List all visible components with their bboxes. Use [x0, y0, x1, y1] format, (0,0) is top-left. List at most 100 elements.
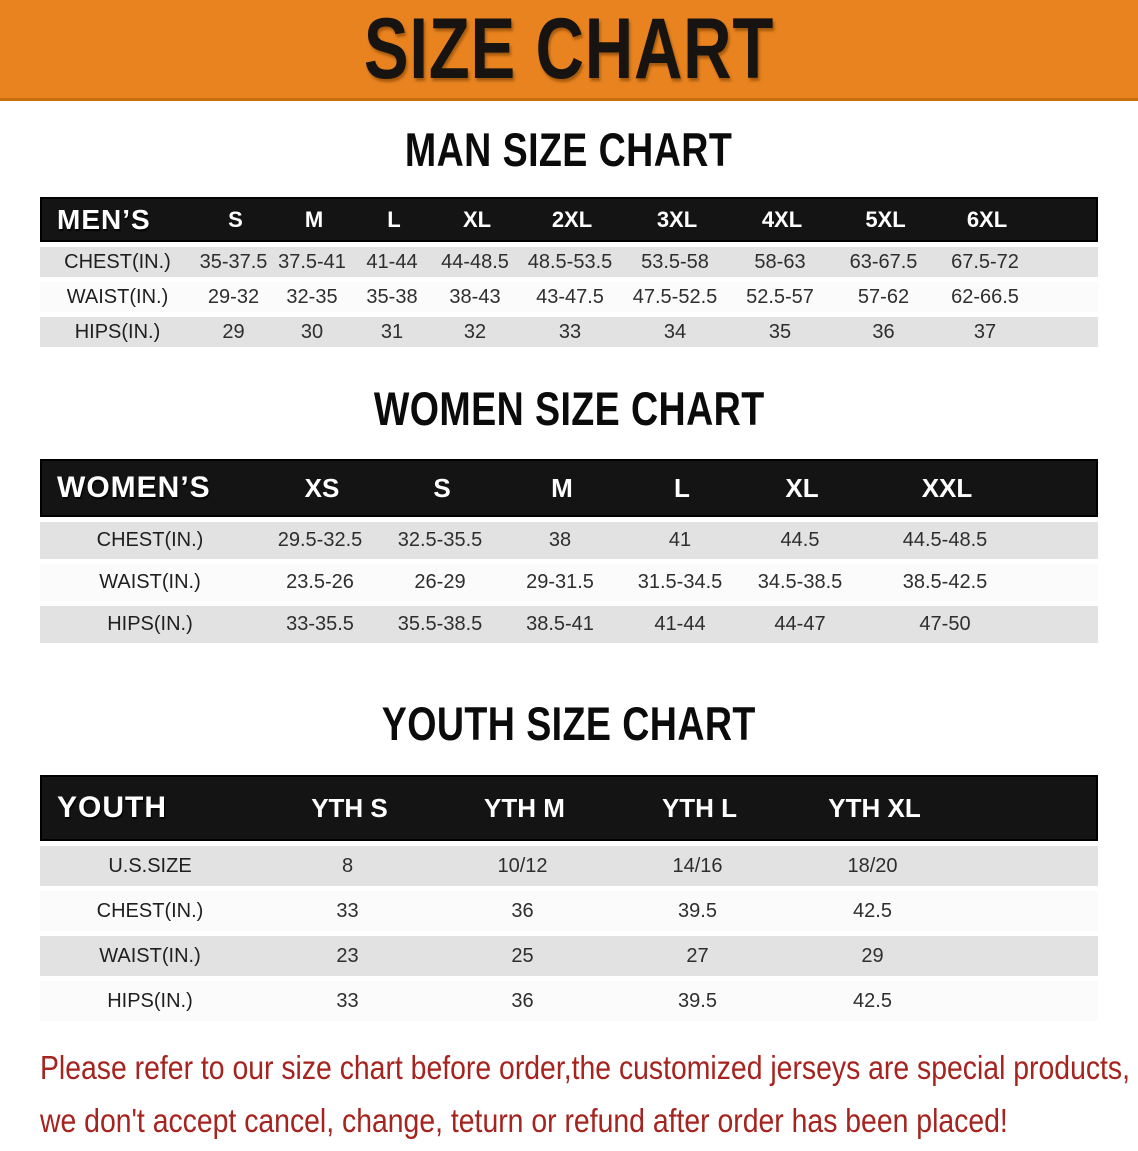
- row-value: 33: [558, 320, 582, 343]
- men-size-table: MEN’S S M L XL 2XL 3XL 4XL 5XL 6XL CHEST(IN.) 35-3…: [40, 197, 1098, 347]
- table-row: CHEST(IN.) 35-37.5 37.5-41 41-44 44-48.5 48.5…: [40, 247, 1098, 277]
- row-value: 33-35.5: [286, 613, 354, 635]
- row-value: 52.5-57: [746, 285, 814, 308]
- men-column-header: 6XL: [966, 206, 1008, 232]
- row-value: 48.5-53.5: [527, 250, 613, 273]
- women-column-header: S: [433, 472, 451, 503]
- row-value: 31.5-34.5: [637, 571, 723, 593]
- table-row: U.S.SIZE 8 10/12 14/16 18/20: [40, 846, 1098, 886]
- row-label: CHEST(IN.): [96, 899, 204, 922]
- row-value: 34: [663, 320, 687, 343]
- row-value: 38.5-41: [526, 613, 594, 635]
- women-chart-title: WOMEN SIZE CHART: [373, 382, 765, 435]
- women-table-body: CHEST(IN.) 29.5-32.5 32.5-35.5 38 41 44.5 44.5…: [40, 522, 1098, 643]
- row-value: 25: [511, 944, 534, 967]
- table-row: HIPS(IN.) 33 36 39.5 42.5: [40, 981, 1098, 1021]
- women-group-label: WOMEN’S: [57, 471, 211, 504]
- row-value: 36: [511, 899, 534, 922]
- row-value: 35.5-38.5: [397, 613, 483, 635]
- table-row: CHEST(IN.) 33 36 39.5 42.5: [40, 891, 1098, 931]
- youth-size-table: YOUTH YTH S YTH M YTH L YTH XL U.S.SIZE 8 10/1…: [40, 775, 1098, 1021]
- youth-group-label: YOUTH: [57, 791, 167, 824]
- men-column-header: L: [387, 206, 401, 232]
- row-value: 44-48.5: [441, 250, 509, 273]
- table-row: WAIST(IN.) 23.5-26 26-29 29-31.5 31.5-34.5 34…: [40, 564, 1098, 601]
- row-value: 38-43: [449, 285, 501, 308]
- row-value: 53.5-58: [641, 250, 709, 273]
- men-column-header: M: [304, 206, 324, 232]
- row-value: 23.5-26: [286, 571, 354, 593]
- row-value: 29-32: [207, 285, 260, 308]
- table-row: WAIST(IN.) 29-32 32-35 35-38 38-43 43-47.5 47.…: [40, 282, 1098, 312]
- men-column-header: S: [228, 206, 243, 232]
- row-value: 37.5-41: [278, 250, 346, 273]
- row-value: 26-29: [414, 571, 466, 593]
- men-column-header: 3XL: [656, 206, 698, 232]
- row-value: 29: [222, 320, 245, 343]
- women-column-header: XS: [304, 472, 340, 503]
- row-value: 47-50: [919, 613, 971, 635]
- men-chart-title: MAN SIZE CHART: [405, 123, 733, 176]
- men-group-label: MEN’S: [57, 203, 151, 235]
- men-size-chart-section: MAN SIZE CHART MEN’S S M L XL 2XL 3XL 4XL 5XL 6XL…: [0, 126, 1138, 347]
- youth-column-header: YTH S: [311, 792, 388, 823]
- row-value: 44-47: [774, 613, 826, 635]
- row-value: 36: [511, 989, 534, 1012]
- youth-chart-title: YOUTH SIZE CHART: [381, 697, 757, 750]
- row-value: 31: [380, 320, 404, 343]
- row-value: 44.5-48.5: [902, 529, 988, 551]
- women-column-header: XL: [785, 472, 819, 503]
- row-value: 32.5-35.5: [397, 529, 483, 551]
- row-value: 39.5: [678, 899, 717, 922]
- row-value: 29-31.5: [526, 571, 594, 593]
- row-value: 57-62: [857, 285, 910, 308]
- youth-table-header: YOUTH YTH S YTH M YTH L YTH XL: [40, 775, 1098, 841]
- row-value: 41-44: [654, 613, 706, 635]
- table-row: HIPS(IN.) 33-35.5 35.5-38.5 38.5-41 41-44 44-…: [40, 606, 1098, 643]
- disclaimer: Please refer to our size chart before or…: [40, 1045, 1138, 1151]
- women-table-header: WOMEN’S XS S M L XL XXL: [40, 459, 1098, 517]
- row-value: 32: [463, 320, 487, 343]
- row-label: CHEST(IN.): [96, 529, 204, 551]
- table-row: WAIST(IN.) 23 25 27 29: [40, 936, 1098, 976]
- men-column-header: 5XL: [865, 206, 906, 232]
- women-column-header: XXL: [921, 472, 973, 503]
- row-value: 14/16: [672, 854, 723, 877]
- row-value: 34.5-38.5: [757, 571, 843, 593]
- row-value: 30: [300, 320, 324, 343]
- banner: SIZE CHART: [0, 0, 1138, 101]
- women-column-header: L: [674, 472, 690, 503]
- row-value: 67.5-72: [951, 250, 1019, 273]
- banner-title: SIZE CHART: [363, 1, 775, 97]
- women-column-header: M: [551, 472, 573, 503]
- row-label: HIPS(IN.): [74, 320, 161, 343]
- women-size-chart-section: WOMEN SIZE CHART WOMEN’S XS S M L XL XXL CHEST…: [0, 385, 1138, 643]
- youth-column-header: YTH M: [484, 792, 565, 823]
- row-value: 38.5-42.5: [902, 571, 988, 593]
- men-column-header: 4XL: [761, 206, 803, 232]
- men-table-body: CHEST(IN.) 35-37.5 37.5-41 41-44 44-48.5 48.5…: [40, 247, 1098, 347]
- row-value: 38: [548, 529, 572, 551]
- row-label: HIPS(IN.): [107, 989, 193, 1012]
- size-charts: MAN SIZE CHART MEN’S S M L XL 2XL 3XL 4XL 5XL 6XL…: [0, 126, 1138, 1021]
- row-value: 43-47.5: [536, 285, 604, 308]
- row-value: 41: [668, 529, 692, 551]
- row-value: 35-37.5: [199, 250, 268, 273]
- row-value: 35-38: [366, 285, 418, 308]
- men-table-header: MEN’S S M L XL 2XL 3XL 4XL 5XL 6XL: [40, 197, 1098, 242]
- row-value: 58-63: [754, 250, 806, 273]
- youth-table-body: U.S.SIZE 8 10/12 14/16 18/20 CHEST(IN.) 33 36 39…: [40, 846, 1098, 1021]
- disclaimer-line-1: Please refer to our size chart before or…: [40, 1049, 1131, 1086]
- row-value: 42.5: [853, 899, 892, 922]
- row-value: 63-67.5: [849, 250, 918, 273]
- row-label: WAIST(IN.): [66, 285, 169, 308]
- row-value: 62-66.5: [951, 285, 1019, 308]
- table-row: CHEST(IN.) 29.5-32.5 32.5-35.5 38 41 44.5 44.5…: [40, 522, 1098, 559]
- row-value: 29: [861, 944, 884, 967]
- youth-column-header: YTH L: [661, 792, 738, 823]
- row-value: 29.5-32.5: [277, 529, 363, 551]
- row-value: 41-44: [366, 250, 418, 273]
- youth-column-header: YTH XL: [828, 792, 921, 823]
- disclaimer-line-2: we don't accept cancel, change, teturn o…: [40, 1102, 1008, 1139]
- row-label: CHEST(IN.): [64, 250, 171, 273]
